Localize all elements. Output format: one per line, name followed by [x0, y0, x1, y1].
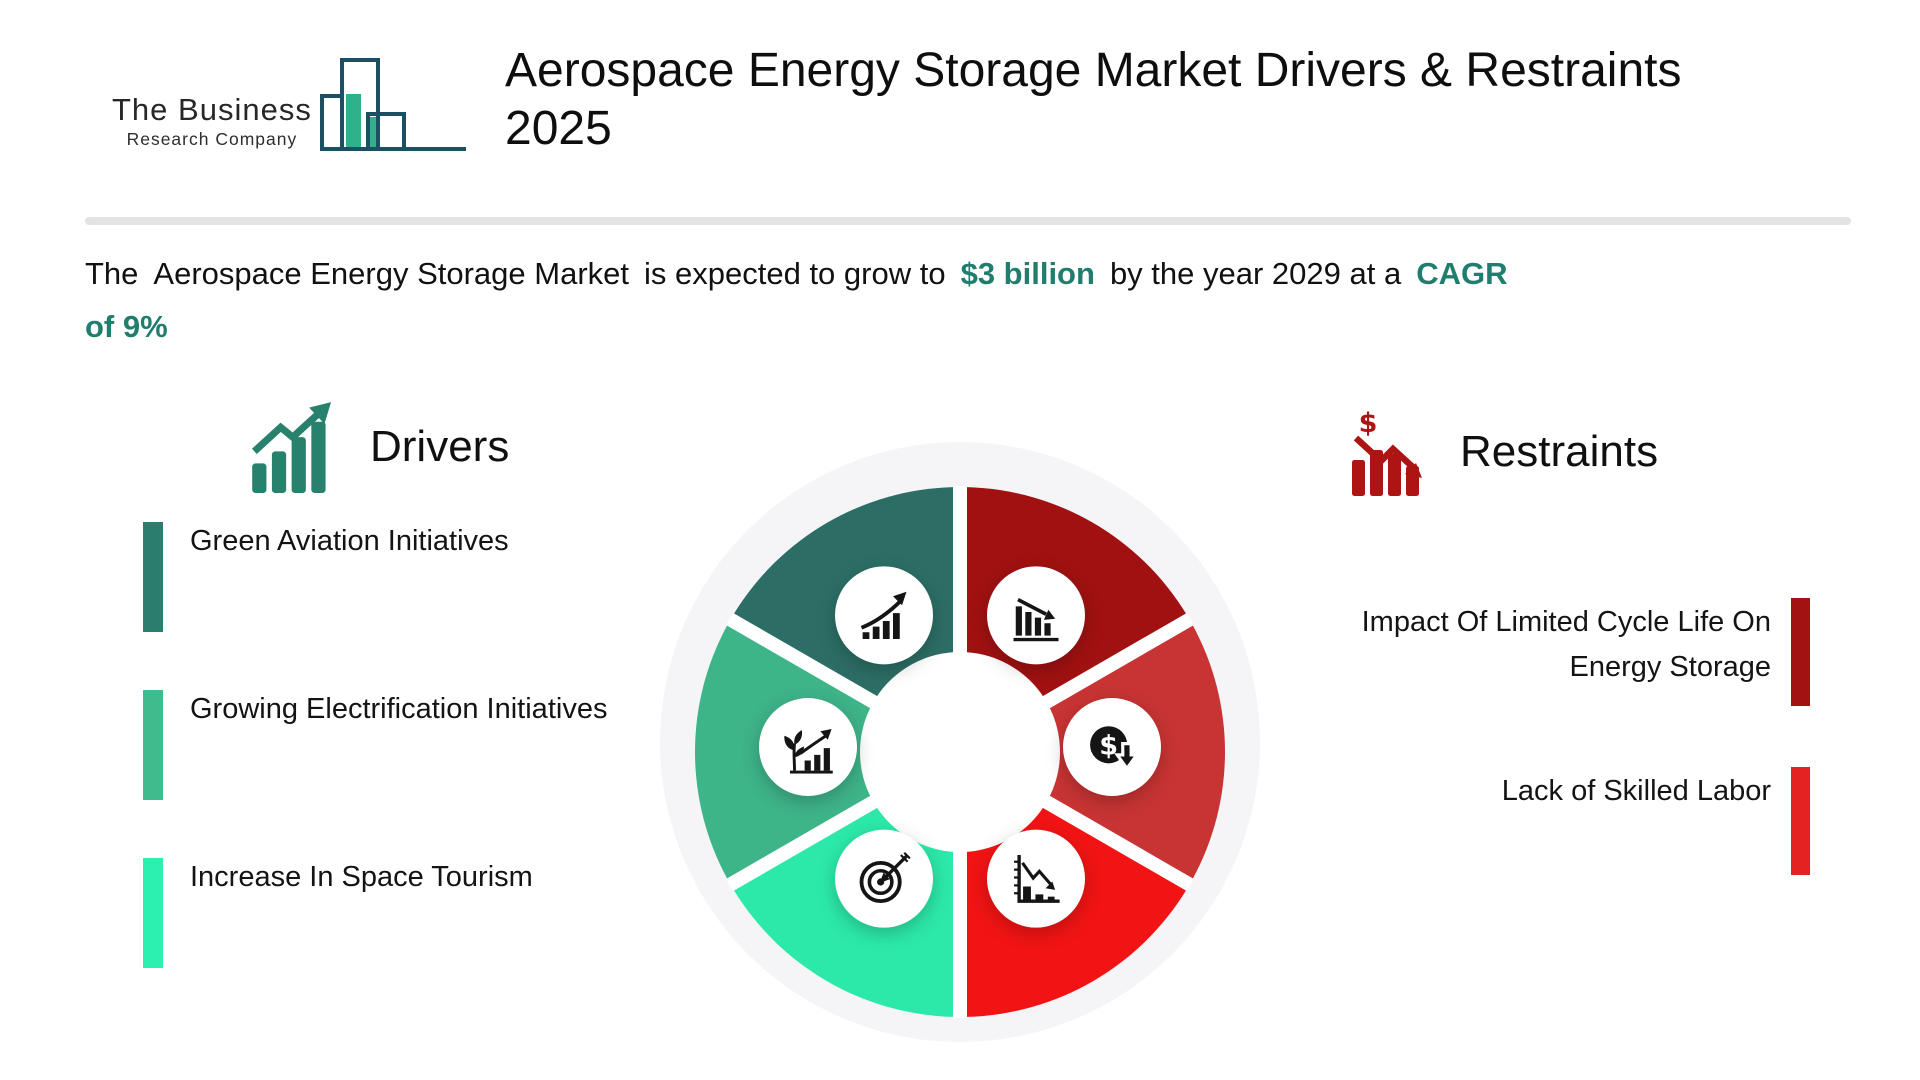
subtitle: The Aerospace Energy Storage Market is exp…	[85, 247, 1522, 353]
driver-item: Growing Electrification Initiatives	[143, 690, 607, 800]
wheel-svg	[660, 442, 1260, 1042]
driver-bar	[143, 522, 163, 632]
page-title-line2: 2025	[505, 102, 612, 155]
subtitle-line: The Aerospace Energy Storage Market is exp…	[85, 247, 1522, 300]
restraints-header: $ Restraints	[1352, 408, 1658, 496]
wheel-icon-circle	[835, 829, 933, 928]
wheel-icon-circle	[835, 566, 933, 665]
restraint-bar	[1791, 767, 1810, 875]
wheel-icon-circle	[987, 566, 1085, 665]
wheel-icon-circle	[759, 698, 857, 796]
drivers-heading: Drivers	[370, 422, 510, 471]
driver-label: Green Aviation Initiatives	[190, 525, 509, 557]
restraint-item: Impact Of Limited Cycle Life On Energy S…	[1290, 598, 1810, 706]
restraint-item: Lack of Skilled Labor	[1290, 767, 1810, 875]
svg-text:$: $	[1359, 408, 1378, 439]
driver-bar	[143, 858, 163, 968]
driver-label: Growing Electrification Initiatives	[190, 693, 608, 725]
subtitle-line: of 9%	[85, 300, 1522, 353]
wheel-icon-circle	[1063, 698, 1161, 796]
page-title: Aerospace Energy Storage Market Drivers …	[505, 42, 1885, 158]
subtitle-text: The	[85, 256, 139, 291]
restraint-bar	[1791, 598, 1810, 706]
logo-subname: Research Company	[126, 129, 298, 149]
subtitle-text: by the year 2029 at a	[1109, 256, 1402, 291]
logo-name: The Business	[112, 92, 312, 127]
restraint-label: Lack of Skilled Labor	[1501, 775, 1771, 807]
subtitle-text: Aerospace Energy Storage Market	[153, 256, 630, 291]
subtitle-highlight: of 9%	[85, 309, 168, 344]
drivers-header: Drivers	[250, 401, 509, 493]
company-logo: The Business Research Company	[112, 54, 468, 151]
subtitle-highlight: CAGR	[1416, 256, 1508, 291]
restraint-label: Impact Of Limited Cycle Life On Energy S…	[1361, 606, 1771, 683]
driver-label: Increase In Space Tourism	[190, 861, 533, 893]
driver-item: Green Aviation Initiatives	[143, 522, 509, 632]
restraints-decline-icon: $	[1352, 408, 1422, 496]
wheel-icon-circle	[987, 829, 1085, 928]
page-title-line1: Aerospace Energy Storage Market Drivers …	[505, 44, 1682, 97]
subtitle-highlight: $3 billion	[960, 256, 1095, 291]
logo-text: The Business Research Company	[112, 92, 312, 151]
wheel-center	[860, 652, 1060, 852]
restraints-list: Impact Of Limited Cycle Life On Energy S…	[1290, 598, 1810, 1018]
drivers-growth-icon	[251, 402, 332, 493]
header-divider	[85, 217, 1851, 225]
drivers-list: Green Aviation Initiatives Growing Electr…	[143, 522, 703, 992]
driver-bar	[143, 690, 163, 800]
driver-item: Increase In Space Tourism	[143, 858, 533, 968]
restraints-heading: Restraints	[1460, 427, 1659, 476]
logo-barchart-icon	[319, 58, 466, 151]
subtitle-text: is expected to grow to	[644, 256, 946, 291]
